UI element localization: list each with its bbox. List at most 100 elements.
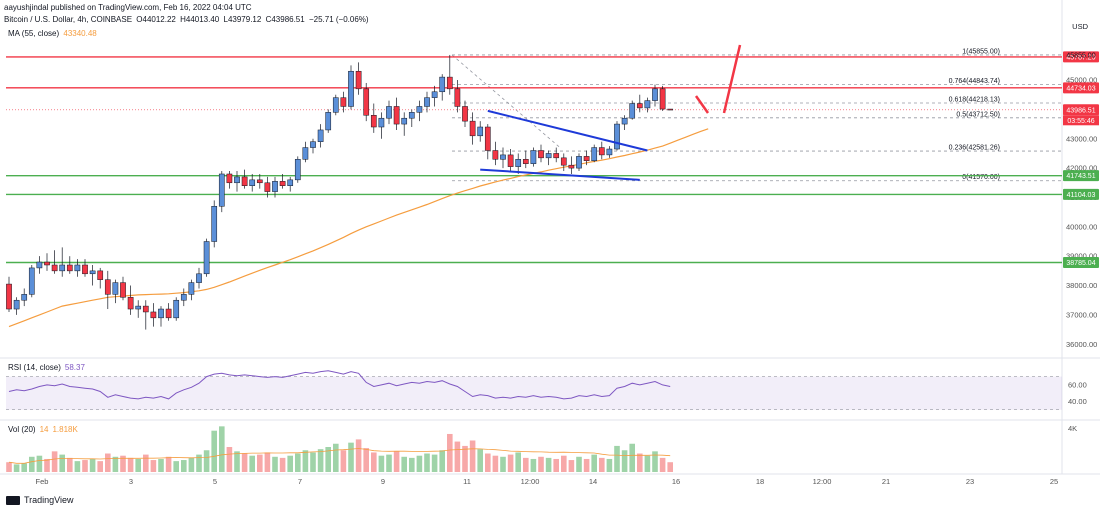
candle-body xyxy=(44,261,50,266)
volume-bar xyxy=(135,458,141,472)
volume-bar xyxy=(165,456,172,472)
fib-label: 1(45855.00) xyxy=(962,48,1000,55)
candle-body xyxy=(568,164,575,169)
candle-body xyxy=(165,308,172,319)
volume-bar xyxy=(287,455,293,472)
volume-bar xyxy=(583,458,590,472)
price-tag-bg xyxy=(1063,188,1099,200)
volume-bar xyxy=(629,443,635,472)
candle-body xyxy=(484,126,491,151)
volume-bar xyxy=(492,455,499,472)
vol-value2: 1.818K xyxy=(52,425,78,434)
triangle-lower-line xyxy=(480,168,640,181)
candle-body xyxy=(408,112,415,119)
candle-body xyxy=(89,270,96,275)
volume-bar xyxy=(127,457,134,472)
candle-body xyxy=(583,156,590,162)
candle-body xyxy=(522,159,529,164)
candle-body xyxy=(370,115,377,128)
volume-ma-line xyxy=(8,448,671,464)
author-line: aayushjindal published on TradingView.co… xyxy=(4,3,252,12)
volume-bar xyxy=(13,464,20,472)
price-tick: 45000.00 xyxy=(1066,76,1097,85)
volume-bar xyxy=(150,460,157,472)
price-tag-bg xyxy=(1063,82,1099,94)
volume-bar xyxy=(67,457,73,472)
projection-down-line xyxy=(694,95,710,114)
volume-bar xyxy=(6,462,12,472)
candle-body xyxy=(363,88,370,116)
volume-bar xyxy=(576,456,582,472)
volume-bar xyxy=(59,454,65,472)
time-tick: 3 xyxy=(129,477,133,486)
volume-bar xyxy=(302,450,309,472)
fib-label: 0.618(44218.13) xyxy=(949,96,1000,103)
candle-body xyxy=(234,176,240,184)
time-tick: 25 xyxy=(1050,477,1058,486)
volume-bar xyxy=(21,463,27,472)
candle-body xyxy=(378,117,385,128)
rsi-line xyxy=(8,370,671,400)
time-tick: 18 xyxy=(756,477,764,486)
volume-bar xyxy=(44,458,50,472)
vol-label: Vol (20) xyxy=(8,425,36,434)
projection-up-line xyxy=(722,44,742,114)
volume-bar xyxy=(257,454,263,472)
rsi-band xyxy=(6,376,1062,410)
volume-bar xyxy=(424,453,430,472)
candle-body xyxy=(196,273,202,283)
volume-bar xyxy=(211,430,217,472)
candle-body xyxy=(614,123,620,150)
vol-legend: Vol (20) 14 1.818K xyxy=(8,425,78,434)
time-tick: 16 xyxy=(672,477,680,486)
candle-body xyxy=(310,141,316,148)
fib-label: 0.236(42581.26) xyxy=(949,145,1000,152)
price-tick: 39000.00 xyxy=(1066,252,1097,261)
candle-body xyxy=(439,76,446,93)
ohlc-close: C43986.51 xyxy=(265,15,305,24)
price-tag-bg xyxy=(1063,104,1099,116)
candle-body xyxy=(462,106,468,122)
volume-bar xyxy=(454,441,461,472)
footer-brand[interactable]: TradingView xyxy=(6,495,74,505)
volume-bar xyxy=(371,452,377,472)
volume-bar xyxy=(431,454,438,472)
price-tag-bg xyxy=(1063,51,1099,63)
time-tick: 12:00 xyxy=(813,477,832,486)
volume-bar xyxy=(530,458,537,472)
volume-bar xyxy=(348,442,354,472)
rsi-label: RSI (14, close) xyxy=(8,363,61,372)
price-tick: 37000.00 xyxy=(1066,310,1097,319)
price-tag: 45787.29 xyxy=(1066,54,1095,61)
price-tag: 44734.03 xyxy=(1066,85,1095,92)
candle-body xyxy=(636,103,643,109)
time-tick: 14 xyxy=(589,477,597,486)
ohlc-low: L43979.12 xyxy=(223,15,262,24)
volume-bar xyxy=(386,454,392,472)
candle-body xyxy=(180,294,187,301)
volume-bar xyxy=(264,452,271,472)
volume-bar xyxy=(97,461,103,472)
candle-body xyxy=(598,147,605,156)
candle-body xyxy=(332,97,339,113)
price-tag: 43986.51 xyxy=(1066,107,1095,114)
volume-bar xyxy=(409,457,415,472)
candle-body xyxy=(74,264,81,272)
candle-body xyxy=(203,241,210,275)
candle-body xyxy=(644,100,651,109)
volume-bar xyxy=(325,447,331,472)
candle-body xyxy=(287,179,294,186)
volume-bar xyxy=(196,454,202,472)
candle-body xyxy=(104,279,111,295)
candle-body xyxy=(66,264,73,272)
volume-bar xyxy=(568,460,575,472)
candle-body xyxy=(530,150,537,164)
candle-body xyxy=(454,88,461,107)
candle-body xyxy=(591,147,598,162)
price-tick: 38000.00 xyxy=(1066,281,1097,290)
volume-bar xyxy=(591,454,597,472)
countdown: 03:55:46 xyxy=(1067,118,1094,125)
candle-body xyxy=(576,156,582,169)
candle-body xyxy=(51,264,58,272)
